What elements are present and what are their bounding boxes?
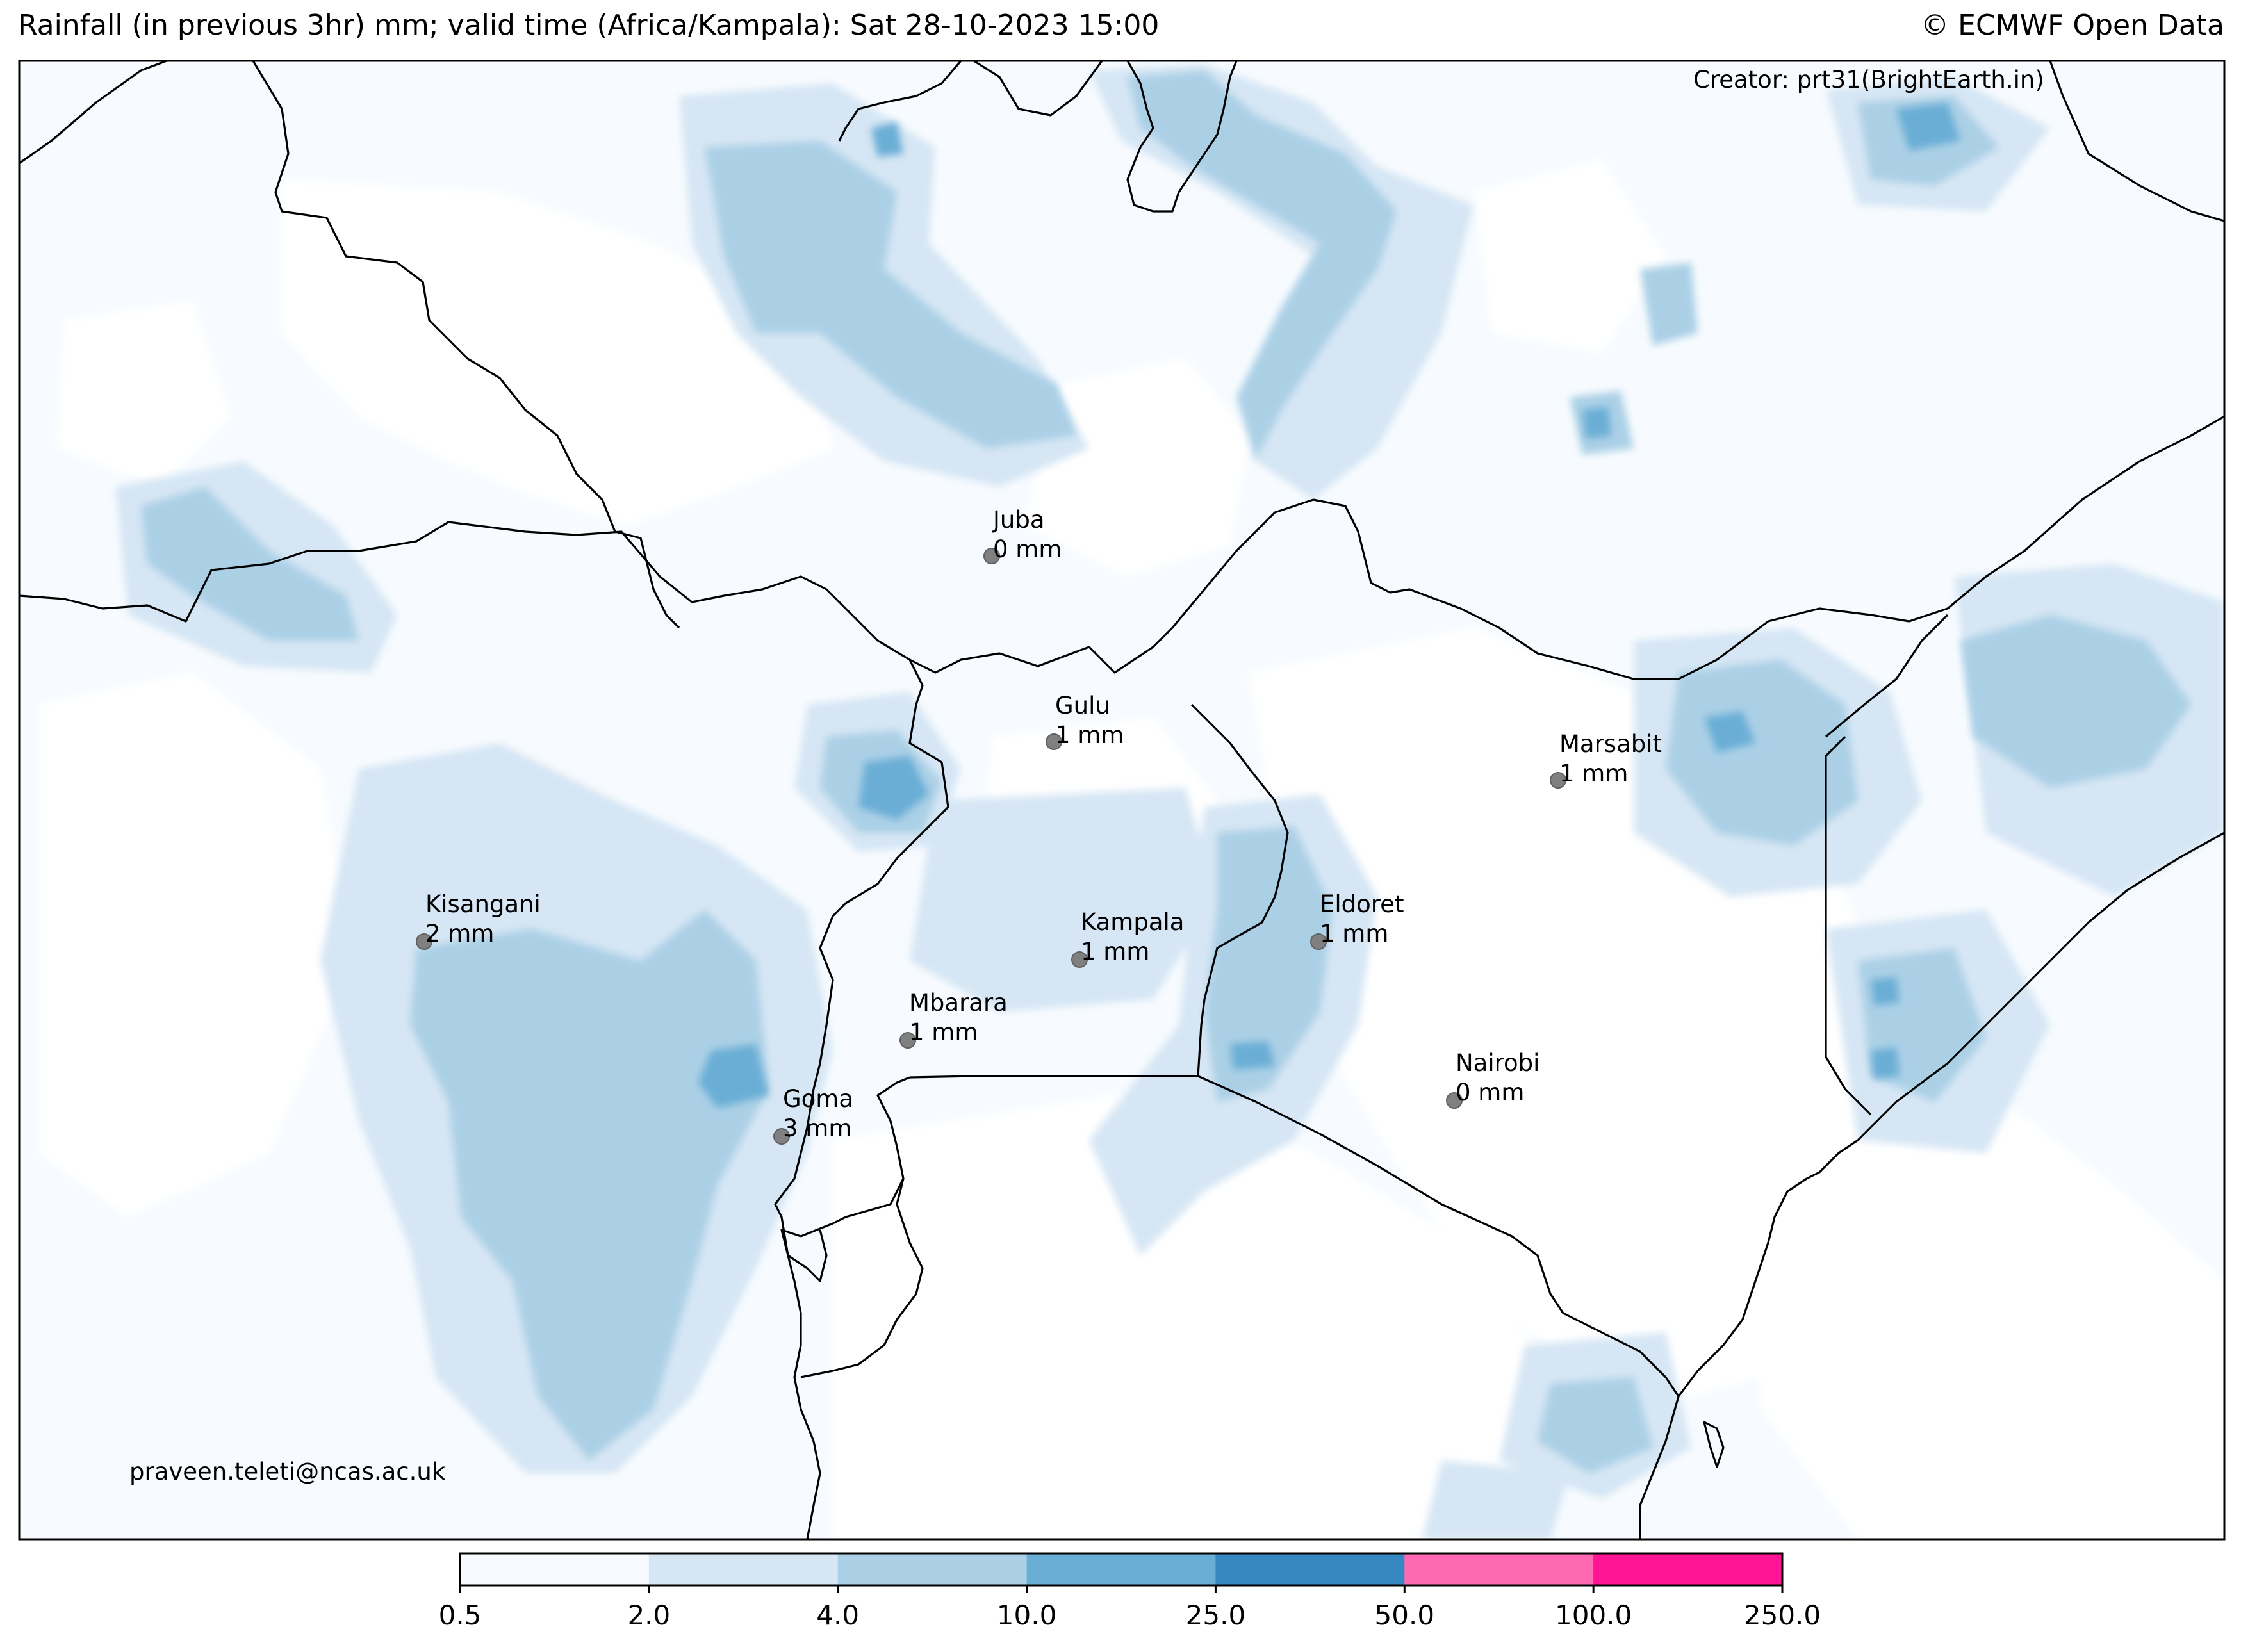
- colorbar: [459, 1552, 1784, 1593]
- city-marker-juba: [983, 548, 1000, 564]
- city-name-eldoret: Eldoret: [1320, 890, 1404, 918]
- city-rain-eldoret: 1 mm: [1320, 920, 1388, 947]
- city-rain-mbarara: 1 mm: [909, 1018, 978, 1046]
- city-marker-kampala: [1071, 951, 1088, 968]
- city-name-kampala: Kampala: [1081, 908, 1184, 936]
- colorbar-segment: [1026, 1553, 1216, 1585]
- city-markers: [416, 548, 1566, 1145]
- colorbar-segment: [1215, 1553, 1405, 1585]
- colorbar-segment: [648, 1553, 839, 1585]
- city-rain-gulu: 1 mm: [1055, 721, 1124, 749]
- data-credit: © ECMWF Open Data: [1921, 9, 2224, 42]
- city-rain-kampala: 1 mm: [1081, 938, 1149, 965]
- city-name-juba: Juba: [992, 506, 1045, 534]
- city-marker-goma: [773, 1128, 790, 1145]
- city-rain-kisangani: 2 mm: [425, 920, 494, 947]
- colorbar-frame: [459, 1552, 1784, 1587]
- author-email: praveen.teleti@ncas.ac.uk: [129, 1458, 446, 1485]
- city-name-kisangani: Kisangani: [425, 890, 541, 918]
- city-rain-juba: 0 mm: [993, 536, 1062, 563]
- creator-credit: Creator: prt31(BrightEarth.in): [1693, 66, 2044, 94]
- city-rain-goma: 3 mm: [783, 1115, 851, 1142]
- colorbar-segment: [1593, 1553, 1783, 1585]
- city-name-marsabit: Marsabit: [1559, 730, 1662, 758]
- map-title: Rainfall (in previous 3hr) mm; valid tim…: [18, 9, 1160, 42]
- city-labels: Juba 0 mm Gulu 1 mm Marsabit 1 mm Kisang…: [425, 506, 1662, 1142]
- city-marker-mbarara: [899, 1032, 916, 1049]
- city-rain-marsabit: 1 mm: [1559, 760, 1628, 787]
- city-name-nairobi: Nairobi: [1456, 1049, 1539, 1077]
- city-name-mbarara: Mbarara: [909, 989, 1008, 1017]
- colorbar-segment: [837, 1553, 1028, 1585]
- map-frame: [18, 60, 2226, 1541]
- city-marker-eldoret: [1310, 933, 1327, 950]
- rainfall-shading: [19, 61, 2224, 1539]
- city-name-goma: Goma: [783, 1085, 853, 1113]
- city-marker-kisangani: [416, 933, 432, 950]
- country-borders: [19, 61, 2224, 1539]
- city-marker-nairobi: [1446, 1092, 1463, 1109]
- city-marker-gulu: [1046, 733, 1062, 750]
- city-marker-marsabit: [1550, 772, 1566, 789]
- colorbar-segment: [460, 1553, 650, 1585]
- colorbar-segment: [1404, 1553, 1594, 1585]
- city-name-gulu: Gulu: [1055, 692, 1110, 719]
- city-rain-nairobi: 0 mm: [1456, 1079, 1524, 1106]
